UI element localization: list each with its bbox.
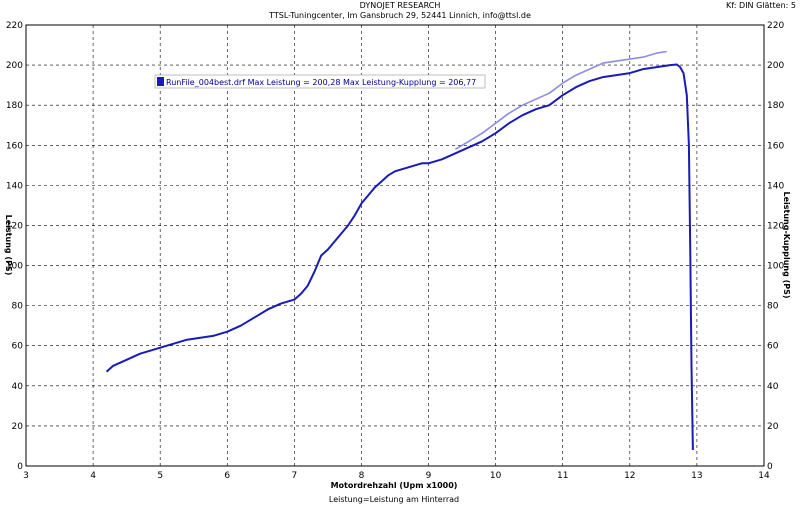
x-tick-label: 10: [490, 471, 502, 481]
x-tick-labels: 3 4 5 6 7 8 9 10 11 12 13 14: [23, 471, 770, 481]
x-tick-label: 7: [291, 471, 297, 481]
header-settings: Kf: DIN Glätten: 5: [726, 1, 796, 10]
y-tick-label-right: 220: [767, 21, 784, 31]
y-tick-label-left: 120: [6, 221, 23, 231]
y-tick-label-left: 160: [6, 141, 23, 151]
x-tick-label: 9: [426, 471, 432, 481]
y-tick-label-right: 40: [767, 382, 779, 392]
y-tick-label-right: 140: [767, 181, 784, 191]
header-title: DYNOJET RESEARCH: [359, 1, 441, 10]
y-tick-label-right: 100: [767, 262, 784, 272]
y-tick-label-left: 200: [6, 61, 23, 71]
y-tick-label-left: 140: [6, 181, 23, 191]
x-tick-label: 14: [758, 471, 770, 481]
x-tick-label: 13: [691, 471, 702, 481]
y-tick-label-left: 100: [6, 262, 23, 272]
x-tick-label: 5: [157, 471, 163, 481]
x-tick-label: 11: [557, 471, 568, 481]
chart-grid: [26, 25, 764, 466]
y-tick-label-left: 220: [6, 21, 23, 31]
y-tick-label-left: 180: [6, 101, 23, 111]
x-axis-label: Motordrehzahl (Upm x1000): [331, 481, 458, 490]
x-tick-label: 12: [624, 471, 635, 481]
series-line-leistung: [105, 63, 694, 451]
x-tick-label: 4: [90, 471, 96, 481]
header-subtitle: TTSL-Tuningcenter, Im Gansbruch 29, 5244…: [269, 11, 531, 20]
x-axis-sublabel: Leistung=Leistung am Hinterrad: [329, 495, 459, 504]
legend-swatch: [157, 77, 164, 86]
y-tick-label-left: 20: [12, 422, 24, 432]
y-tick-label-left: 0: [17, 462, 23, 472]
y-axis-label-left: Leistung (PS): [4, 215, 13, 276]
legend-text: RunFile_004best.drf Max Leistung = 200,2…: [166, 78, 476, 87]
y-tick-label-right: 0: [767, 462, 773, 472]
y-tick-label-right: 60: [767, 342, 779, 352]
series-line-leistung-kupplung: [454, 50, 667, 150]
y-tick-label-right: 20: [767, 422, 779, 432]
y-tick-labels-left: 0 20 40 60 80 100 120 140 160 180 200 220: [6, 21, 23, 472]
legend-box: [154, 74, 486, 89]
y-axis-label-right: Leistung-Kupplung (PS): [782, 191, 791, 298]
y-tick-label-right: 200: [767, 61, 784, 71]
x-tick-label: 3: [23, 471, 29, 481]
x-tick-label: 8: [359, 471, 365, 481]
y-tick-label-left: 80: [12, 302, 24, 312]
y-tick-label-right: 160: [767, 141, 784, 151]
y-tick-label-right: 80: [767, 302, 779, 312]
y-tick-label-left: 60: [12, 342, 24, 352]
y-tick-label-right: 180: [767, 101, 784, 111]
x-tick-label: 6: [224, 471, 230, 481]
y-tick-label-left: 40: [12, 382, 24, 392]
series-lines: [105, 50, 694, 451]
y-tick-label-right: 120: [767, 221, 784, 231]
plot-area-border: [25, 24, 765, 467]
y-tick-labels-right: 0 20 40 60 80 100 120 140 160 180 200 220: [767, 21, 784, 472]
